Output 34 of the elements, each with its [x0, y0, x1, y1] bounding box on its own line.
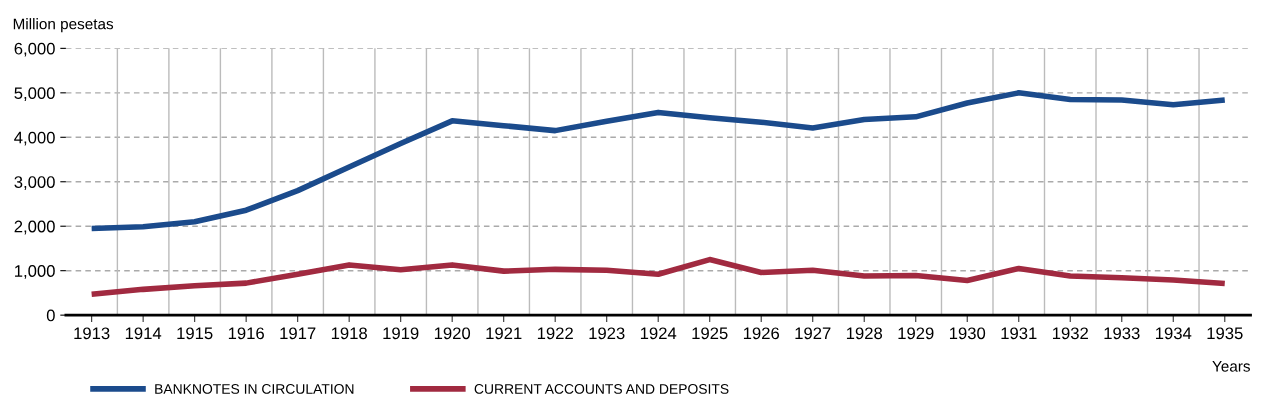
x-tick-label: 1922 [537, 327, 573, 340]
y-tick-label: 5,000 [14, 87, 55, 101]
legend-label: BANKNOTES IN CIRCULATION [155, 384, 354, 394]
y-tick-label: 0 [46, 309, 55, 322]
y-axis-title: Million pesetas [13, 18, 114, 33]
x-tick-label: 1928 [846, 327, 883, 340]
x-tick-label: 1916 [228, 327, 264, 340]
x-tick-label: 1925 [692, 327, 728, 340]
x-tick-label: 1927 [795, 327, 831, 340]
x-tick-label: 1935 [1207, 327, 1243, 340]
x-tick-label: 1930 [949, 327, 986, 340]
x-tick-label: 1932 [1052, 327, 1088, 340]
y-tick-label: 1,000 [15, 265, 55, 279]
x-tick-label: 1931 [1001, 327, 1037, 340]
x-tick-label: 1929 [898, 327, 934, 340]
y-tick-label: 2,000 [14, 220, 55, 235]
x-tick-label: 1915 [177, 327, 213, 340]
y-tick-label: 6,000 [14, 42, 55, 57]
x-tick-label: 1918 [331, 327, 367, 340]
x-tick-label: 1926 [743, 327, 780, 340]
x-tick-label: 1919 [383, 327, 419, 340]
y-tick-label: 4,000 [14, 131, 55, 146]
x-tick-label: 1933 [1104, 327, 1140, 340]
x-tick-label: 1917 [280, 327, 316, 340]
x-tick-label: 1921 [486, 327, 522, 340]
x-tick-label: 1920 [434, 327, 471, 340]
y-tick-label: 3,000 [14, 176, 55, 190]
x-tick-label: 1914 [125, 327, 162, 340]
x-tick-label: 1934 [1156, 327, 1192, 340]
x-tick-label: 1924 [640, 327, 677, 340]
x-axis-title: Years [1212, 361, 1250, 372]
x-tick-label: 1923 [589, 327, 625, 340]
x-tick-label: 1913 [74, 327, 110, 340]
legend-label: CURRENT ACCOUNTS AND DEPOSITS [474, 384, 729, 394]
